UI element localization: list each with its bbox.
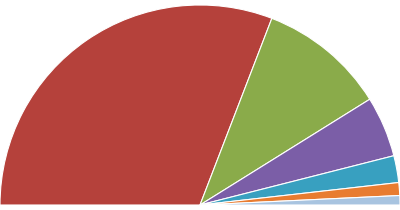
- Wedge shape: [200, 99, 394, 205]
- Wedge shape: [200, 182, 400, 205]
- Wedge shape: [200, 196, 400, 205]
- Wedge shape: [0, 5, 272, 205]
- Wedge shape: [200, 18, 370, 205]
- Wedge shape: [200, 156, 399, 205]
